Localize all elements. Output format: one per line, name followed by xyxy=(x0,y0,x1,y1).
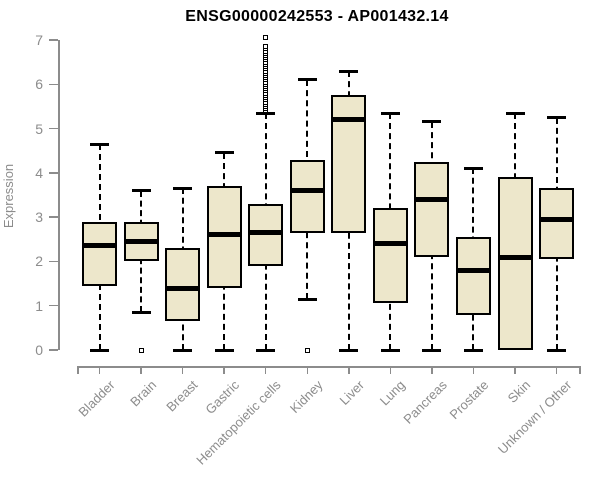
whisker-cap-top xyxy=(505,111,525,115)
whisker-cap-bottom xyxy=(380,348,400,352)
x-tick-label-prostate: Prostate xyxy=(446,377,492,423)
whisker-cap-top xyxy=(214,151,234,155)
y-tick-label: 5 xyxy=(35,120,43,137)
y-axis-tick xyxy=(49,349,58,351)
chart-title: ENSG00000242553 - AP001432.14 xyxy=(185,8,449,25)
boxplot-box xyxy=(539,188,575,260)
y-axis-line xyxy=(58,40,60,350)
boxplot-box xyxy=(455,237,491,315)
x-tick-label-unknown-other: Unknown / Other xyxy=(494,377,575,457)
x-axis-tick xyxy=(98,366,101,374)
boxplot-box xyxy=(497,177,533,350)
median-line xyxy=(206,232,242,238)
x-tick-label-skin: Skin xyxy=(504,377,533,406)
x-tick-label-breast: Breast xyxy=(163,377,201,415)
median-line xyxy=(82,243,117,249)
x-axis-tick xyxy=(431,366,433,374)
whisker-cap-top xyxy=(422,120,442,124)
x-axis-end-tick xyxy=(579,366,581,374)
boxplot-box xyxy=(331,95,367,233)
y-axis-tick xyxy=(49,39,58,41)
y-tick-label: 6 xyxy=(35,76,43,93)
median-line xyxy=(123,239,159,244)
x-tick-label-kidney: Kidney xyxy=(286,377,326,417)
whisker-cap-top xyxy=(173,186,193,190)
whisker-cap-bottom xyxy=(214,348,234,352)
boxplot-box xyxy=(372,208,408,304)
boxplot-box xyxy=(414,161,450,257)
median-line xyxy=(331,117,367,123)
outlier-point xyxy=(304,347,310,353)
whisker-cap-bottom xyxy=(90,348,109,352)
boxplot-box xyxy=(289,159,325,233)
y-tick-label: 3 xyxy=(35,209,43,226)
whisker-cap-top xyxy=(90,142,109,146)
whisker-cap-bottom xyxy=(463,348,483,352)
median-line xyxy=(372,241,408,247)
boxplot-box xyxy=(82,221,117,286)
y-tick-label: 1 xyxy=(35,297,43,314)
x-axis-tick xyxy=(514,366,516,374)
x-tick-label-pancreas: Pancreas xyxy=(400,377,450,427)
outlier-point xyxy=(263,44,269,50)
x-tick-label-gastric: Gastric xyxy=(202,377,243,418)
whisker-cap-bottom xyxy=(131,310,151,314)
median-line xyxy=(539,216,575,222)
x-tick-label-brain: Brain xyxy=(126,377,159,410)
median-line xyxy=(455,267,491,273)
boxplot-box xyxy=(165,248,201,322)
y-axis-tick xyxy=(49,260,58,263)
outlier-point xyxy=(263,35,269,41)
x-axis-tick xyxy=(348,366,350,374)
median-line xyxy=(414,196,450,202)
x-tick-label-bladder: Bladder xyxy=(75,377,118,420)
whisker-cap-bottom xyxy=(256,348,276,352)
x-axis-tick xyxy=(181,366,184,374)
x-tick-label-hematopoietic-cells: Hematopoietic cells xyxy=(193,377,284,468)
x-axis-tick xyxy=(140,366,142,374)
x-axis-tick xyxy=(555,366,558,374)
y-axis-tick xyxy=(49,127,58,130)
whisker-cap-bottom xyxy=(339,348,359,352)
x-tick-label-lung: Lung xyxy=(377,377,409,409)
x-axis-tick xyxy=(264,366,267,374)
x-axis-line xyxy=(78,366,580,368)
y-tick-label: 0 xyxy=(35,342,43,358)
median-line xyxy=(248,230,284,236)
y-tick-label: 4 xyxy=(35,164,43,181)
x-tick-label-liver: Liver xyxy=(336,377,367,408)
whisker-cap-bottom xyxy=(422,348,442,352)
whisker-cap-top xyxy=(339,69,359,73)
x-axis-tick xyxy=(223,366,225,374)
whisker-cap-bottom xyxy=(297,297,317,301)
y-axis-tick xyxy=(49,216,58,218)
whisker-cap-top xyxy=(463,166,483,170)
y-tick-label: 2 xyxy=(35,253,43,270)
y-axis-tick xyxy=(49,172,58,174)
median-line xyxy=(497,254,533,260)
whisker-cap-top xyxy=(547,116,567,119)
y-axis-tick xyxy=(49,304,58,307)
x-axis-tick xyxy=(472,366,475,374)
median-line xyxy=(165,285,201,291)
whisker-cap-top xyxy=(297,78,317,82)
whisker-cap-bottom xyxy=(173,348,193,352)
x-axis-end-tick xyxy=(77,366,79,374)
x-axis-tick xyxy=(389,366,392,374)
outlier-point xyxy=(138,347,144,353)
whisker-cap-top xyxy=(380,111,400,115)
x-axis-tick xyxy=(306,366,308,374)
median-line xyxy=(289,188,325,194)
whisker-cap-top xyxy=(131,189,151,193)
whisker-cap-bottom xyxy=(547,348,567,352)
y-tick-label: 7 xyxy=(35,32,43,48)
y-axis-tick xyxy=(49,83,58,86)
